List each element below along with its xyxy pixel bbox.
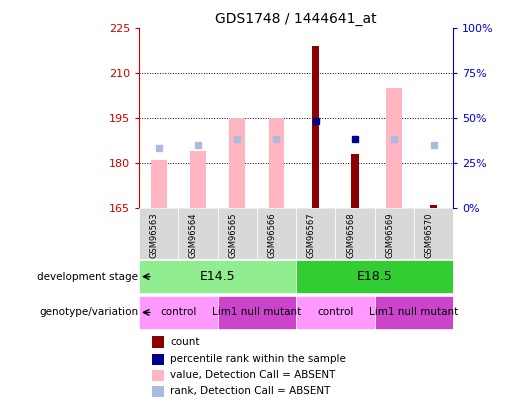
Text: development stage: development stage <box>37 272 138 281</box>
Text: percentile rank within the sample: percentile rank within the sample <box>170 354 347 364</box>
Bar <box>335 207 375 259</box>
Bar <box>296 296 375 328</box>
Bar <box>190 151 206 207</box>
Text: E14.5: E14.5 <box>200 270 235 283</box>
Bar <box>139 260 296 293</box>
Bar <box>151 354 164 365</box>
Bar <box>139 207 178 259</box>
Bar <box>178 207 218 259</box>
Bar <box>414 207 453 259</box>
Text: control: control <box>317 307 354 318</box>
Text: GSM96564: GSM96564 <box>189 213 198 258</box>
Text: GSM96566: GSM96566 <box>267 213 277 258</box>
Text: rank, Detection Call = ABSENT: rank, Detection Call = ABSENT <box>170 386 331 396</box>
Bar <box>151 337 164 347</box>
Bar <box>151 370 164 381</box>
Bar <box>375 207 414 259</box>
Text: GSM96567: GSM96567 <box>307 213 316 258</box>
Bar <box>217 207 257 259</box>
Bar <box>151 386 164 397</box>
Text: value, Detection Call = ABSENT: value, Detection Call = ABSENT <box>170 370 336 380</box>
Bar <box>151 160 166 207</box>
Bar <box>352 154 358 207</box>
Text: count: count <box>170 337 200 347</box>
Bar <box>296 207 335 259</box>
Bar <box>139 296 217 328</box>
Bar <box>430 205 437 207</box>
Bar <box>386 88 402 207</box>
Text: control: control <box>160 307 197 318</box>
Bar <box>229 118 245 207</box>
Title: GDS1748 / 1444641_at: GDS1748 / 1444641_at <box>215 12 377 26</box>
Text: genotype/variation: genotype/variation <box>39 307 138 318</box>
Bar <box>257 207 296 259</box>
Text: Lim1 null mutant: Lim1 null mutant <box>369 307 458 318</box>
Bar <box>217 296 296 328</box>
Text: GSM96565: GSM96565 <box>228 213 237 258</box>
Bar <box>269 118 284 207</box>
Text: GSM96569: GSM96569 <box>385 213 394 258</box>
Text: GSM96570: GSM96570 <box>424 213 434 258</box>
Text: GSM96563: GSM96563 <box>150 213 159 258</box>
Text: Lim1 null mutant: Lim1 null mutant <box>212 307 301 318</box>
Bar <box>312 46 319 207</box>
Bar <box>375 296 453 328</box>
Bar <box>296 260 453 293</box>
Text: E18.5: E18.5 <box>357 270 392 283</box>
Text: GSM96568: GSM96568 <box>346 213 355 258</box>
